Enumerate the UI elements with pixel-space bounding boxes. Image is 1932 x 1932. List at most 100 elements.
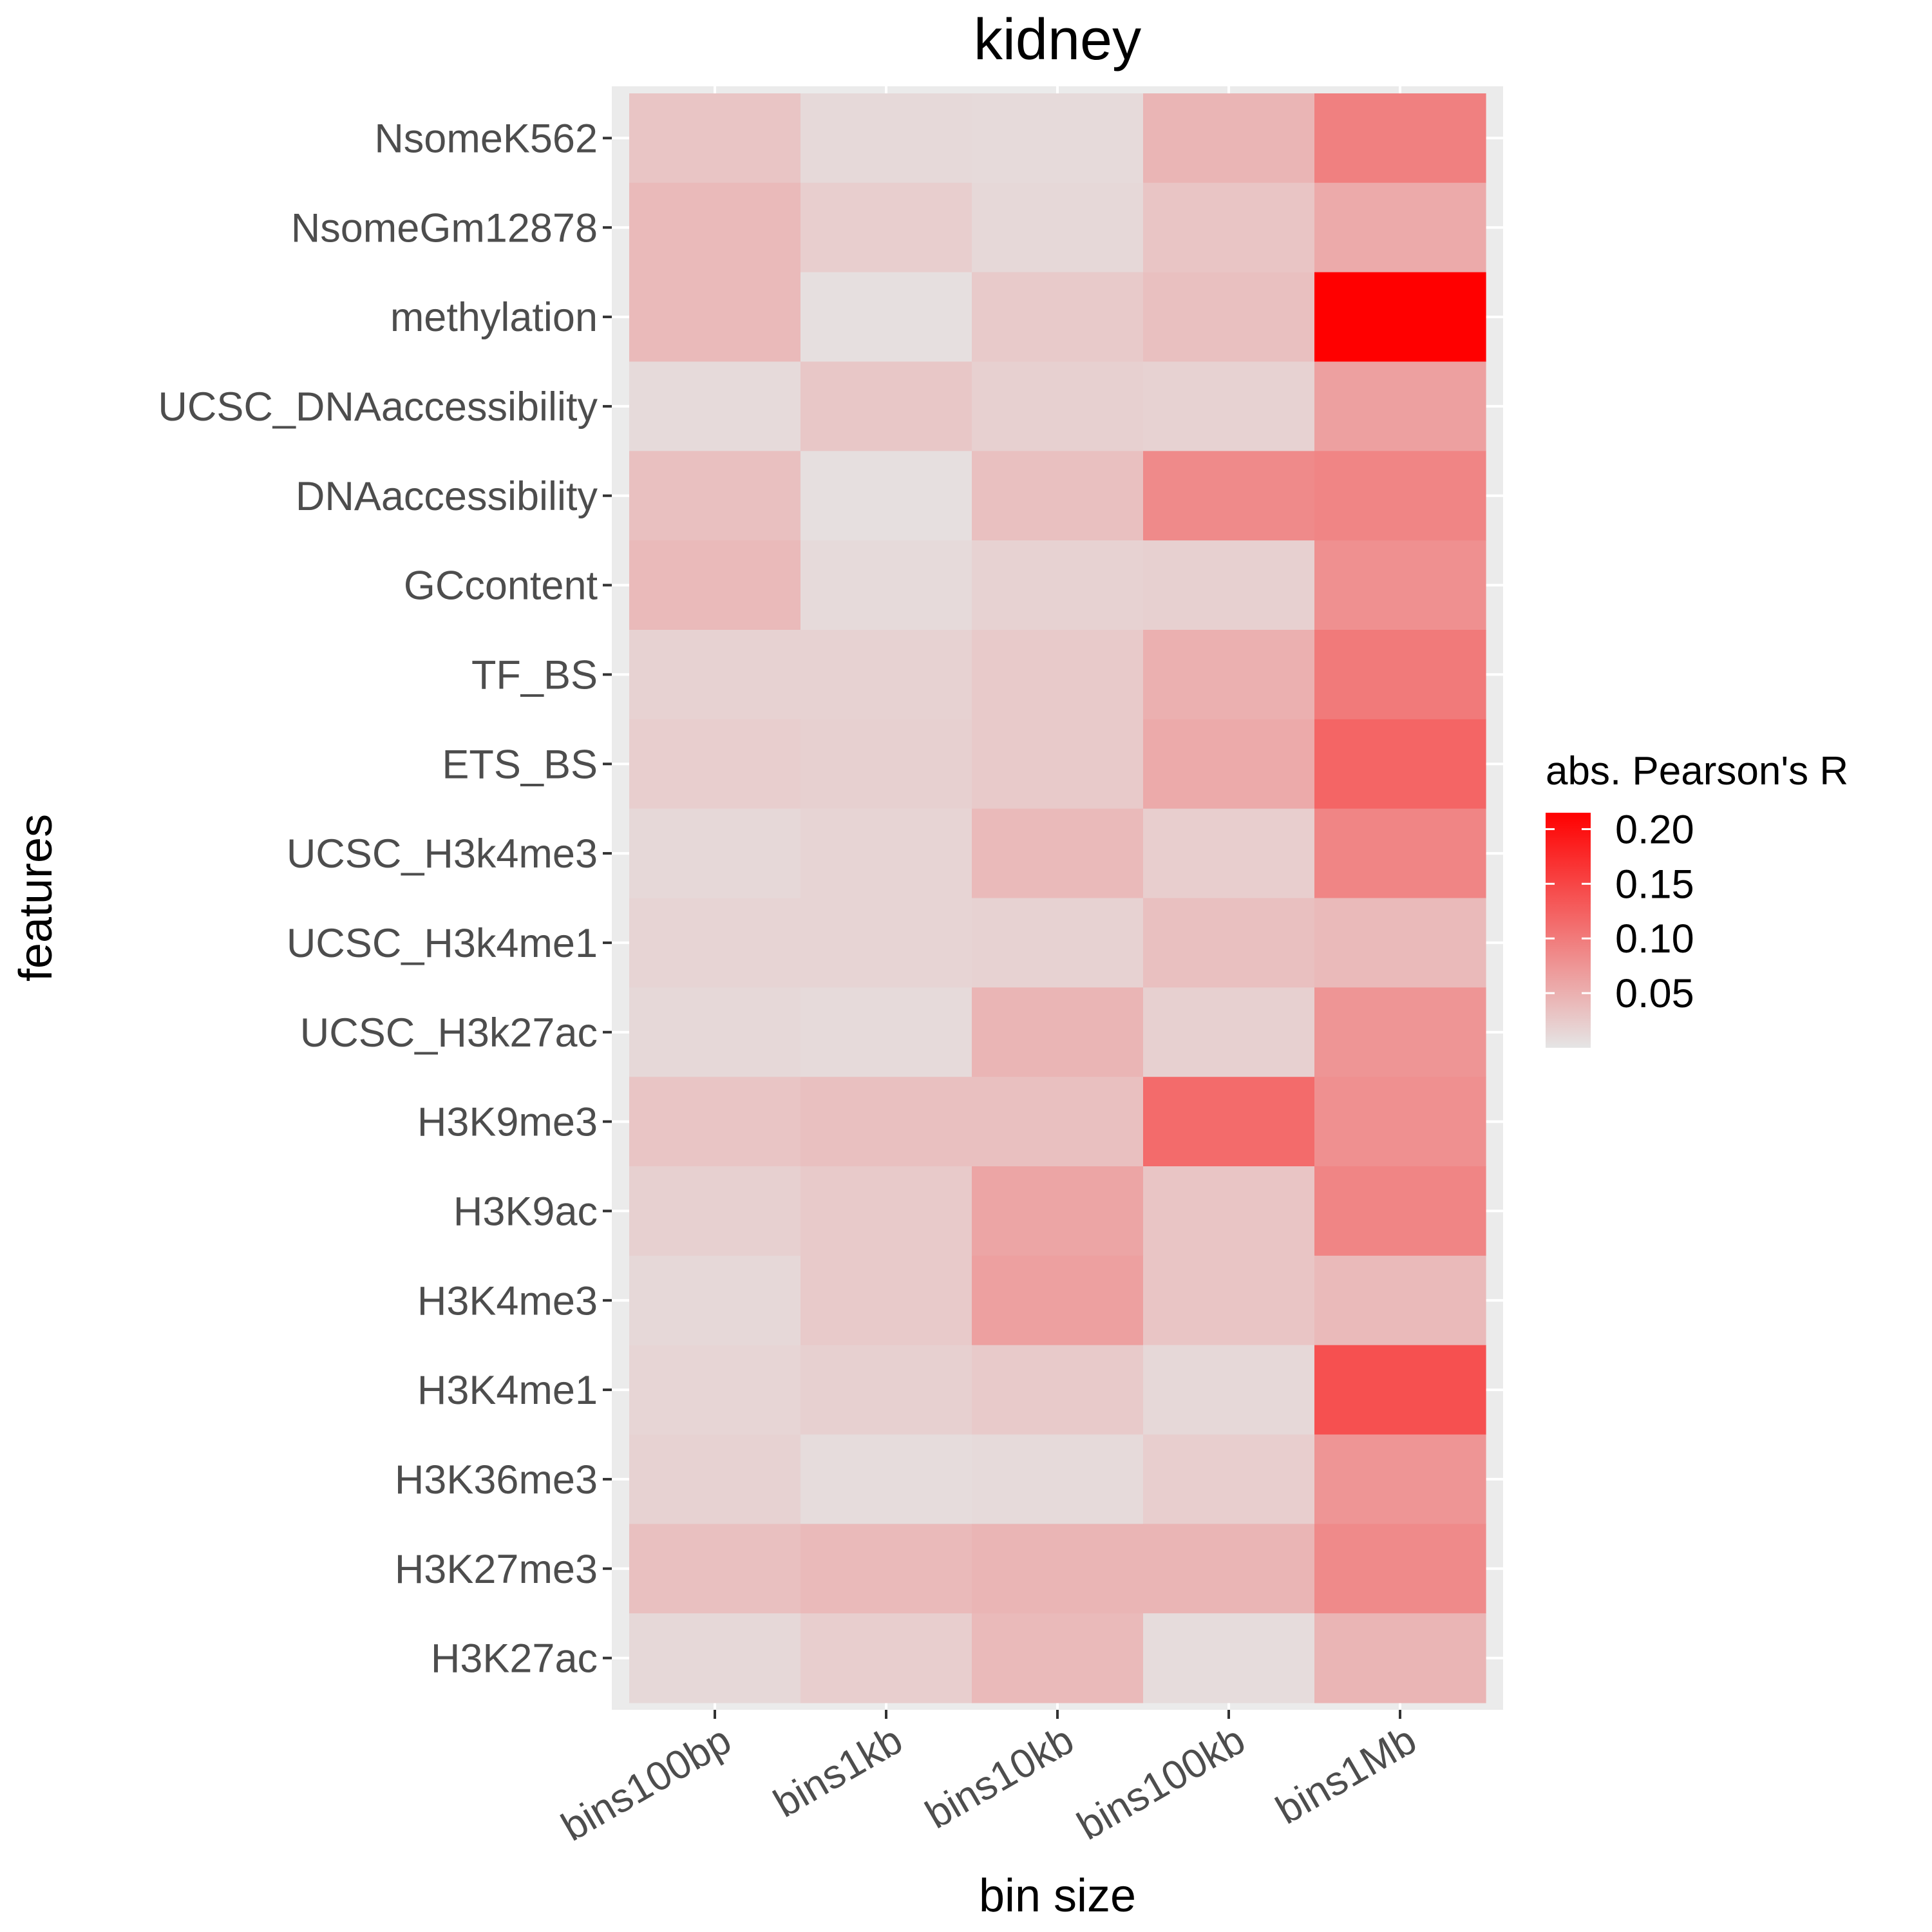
heatmap-cell bbox=[1314, 808, 1486, 899]
legend-tick-label: 0.10 bbox=[1615, 916, 1694, 961]
heatmap-cell bbox=[1314, 1524, 1486, 1614]
heatmap-cell bbox=[629, 451, 801, 541]
heatmap-cell bbox=[1314, 1255, 1486, 1346]
heatmap-cell bbox=[1314, 1077, 1486, 1167]
heatmap-cell bbox=[972, 630, 1144, 720]
heatmap-cell bbox=[629, 1255, 801, 1346]
heatmap-cell bbox=[1314, 272, 1486, 363]
heatmap-cell bbox=[1314, 1345, 1486, 1435]
heatmap-cell bbox=[800, 808, 972, 899]
heatmap-cell bbox=[629, 1434, 801, 1524]
x-axis-label: bin size bbox=[979, 1870, 1136, 1922]
heatmap-cell bbox=[1314, 1434, 1486, 1524]
y-tick-label: NsomeK562 bbox=[374, 116, 598, 161]
y-tick-label: H3K9me3 bbox=[417, 1100, 598, 1145]
heatmap-cell bbox=[1314, 1166, 1486, 1256]
heatmap-cell bbox=[1143, 1077, 1315, 1167]
y-tick-label: methylation bbox=[390, 295, 598, 340]
heatmap-cell bbox=[800, 1255, 972, 1346]
y-tick-label: DNAaccessibility bbox=[296, 474, 598, 519]
y-tick-label: H3K27ac bbox=[431, 1636, 598, 1681]
heatmap-cell bbox=[972, 719, 1144, 810]
y-axis-label: features bbox=[10, 814, 62, 981]
heatmap-cell bbox=[972, 1166, 1144, 1256]
x-tick-label: bins1Mb bbox=[1269, 1718, 1424, 1833]
heatmap-cell bbox=[800, 898, 972, 988]
y-tick-label: UCSC_DNAaccessibility bbox=[158, 384, 598, 430]
legend: abs. Pearson's R 0.20 0.15 0.10 0.05 bbox=[1546, 749, 1848, 1048]
heatmap-cell bbox=[972, 451, 1144, 541]
heatmap-cell bbox=[972, 1613, 1144, 1703]
heatmap-cell bbox=[1143, 719, 1315, 810]
heatmap-cell bbox=[1143, 182, 1315, 273]
heatmap-cell bbox=[1143, 808, 1315, 899]
heatmap-cell bbox=[800, 361, 972, 451]
legend-tick-label: 0.05 bbox=[1615, 971, 1694, 1016]
heatmap-cell bbox=[1143, 1255, 1315, 1346]
heatmap-cell bbox=[1314, 1613, 1486, 1703]
heatmap-cell bbox=[1143, 451, 1315, 541]
heatmap-cell bbox=[800, 1434, 972, 1524]
heatmap-cell bbox=[1314, 451, 1486, 541]
heatmap-cell bbox=[972, 1434, 1144, 1524]
heatmap-cell bbox=[800, 182, 972, 273]
heatmap-cell bbox=[629, 93, 801, 184]
heatmap-cell bbox=[629, 1524, 801, 1614]
heatmap-cell bbox=[972, 93, 1144, 184]
heatmap-cell bbox=[972, 987, 1144, 1077]
y-axis: NsomeK562 NsomeGm12878 methylation UCSC_DNA… bbox=[158, 116, 612, 1681]
x-tick-label: bins10kb bbox=[918, 1718, 1081, 1838]
heatmap-cell bbox=[972, 808, 1144, 899]
y-tick-label: NsomeGm12878 bbox=[291, 205, 598, 251]
legend-colorbar bbox=[1546, 813, 1591, 1048]
heatmap-cell bbox=[800, 630, 972, 720]
heatmap-cells bbox=[629, 93, 1486, 1703]
y-tick-label: UCSC_H3k4me3 bbox=[287, 831, 598, 876]
heatmap-cell bbox=[800, 1077, 972, 1167]
heatmap-cell bbox=[1314, 987, 1486, 1077]
heatmap-cell bbox=[800, 272, 972, 363]
heatmap-cell bbox=[800, 540, 972, 630]
heatmap-cell bbox=[629, 898, 801, 988]
heatmap-cell bbox=[1314, 182, 1486, 273]
heatmap-cell bbox=[800, 1345, 972, 1435]
heatmap-cell bbox=[972, 1255, 1144, 1346]
heatmap-cell bbox=[1143, 898, 1315, 988]
legend-title: abs. Pearson's R bbox=[1546, 749, 1848, 793]
y-tick-label: GCcontent bbox=[404, 564, 598, 609]
chart-title: kidney bbox=[974, 8, 1141, 72]
y-tick-label: UCSC_H3k4me1 bbox=[287, 921, 598, 966]
heatmap-cell bbox=[1314, 93, 1486, 184]
heatmap-cell bbox=[972, 361, 1144, 451]
y-tick-label: H3K27me3 bbox=[395, 1547, 598, 1592]
y-tick-label: H3K36me3 bbox=[395, 1457, 598, 1502]
heatmap-cell bbox=[800, 1613, 972, 1703]
heatmap-cell bbox=[629, 987, 801, 1077]
x-tick-label: bins100kb bbox=[1070, 1718, 1253, 1849]
y-tick-label: H3K4me1 bbox=[417, 1368, 598, 1413]
heatmap-cell bbox=[972, 1077, 1144, 1167]
legend-tick-label: 0.15 bbox=[1615, 862, 1694, 907]
heatmap-cell bbox=[972, 1345, 1144, 1435]
heatmap-cell bbox=[629, 808, 801, 899]
heatmap-cell bbox=[1314, 630, 1486, 720]
heatmap-cell bbox=[1143, 1613, 1315, 1703]
heatmap-cell bbox=[1143, 540, 1315, 630]
heatmap-cell bbox=[629, 1613, 801, 1703]
y-tick-label: UCSC_H3k27ac bbox=[300, 1010, 598, 1056]
heatmap-cell bbox=[800, 451, 972, 541]
heatmap-cell bbox=[629, 719, 801, 810]
heatmap-cell bbox=[629, 540, 801, 630]
heatmap-cell bbox=[1143, 630, 1315, 720]
y-tick-label: H3K9ac bbox=[453, 1189, 598, 1234]
heatmap-cell bbox=[1314, 719, 1486, 810]
heatmap-cell bbox=[1314, 540, 1486, 630]
heatmap-cell bbox=[1143, 272, 1315, 363]
heatmap-cell bbox=[1314, 361, 1486, 451]
heatmap-cell bbox=[1143, 1524, 1315, 1614]
heatmap-cell bbox=[972, 1524, 1144, 1614]
heatmap-cell bbox=[629, 1077, 801, 1167]
x-tick-label: bins100bp bbox=[554, 1718, 739, 1850]
